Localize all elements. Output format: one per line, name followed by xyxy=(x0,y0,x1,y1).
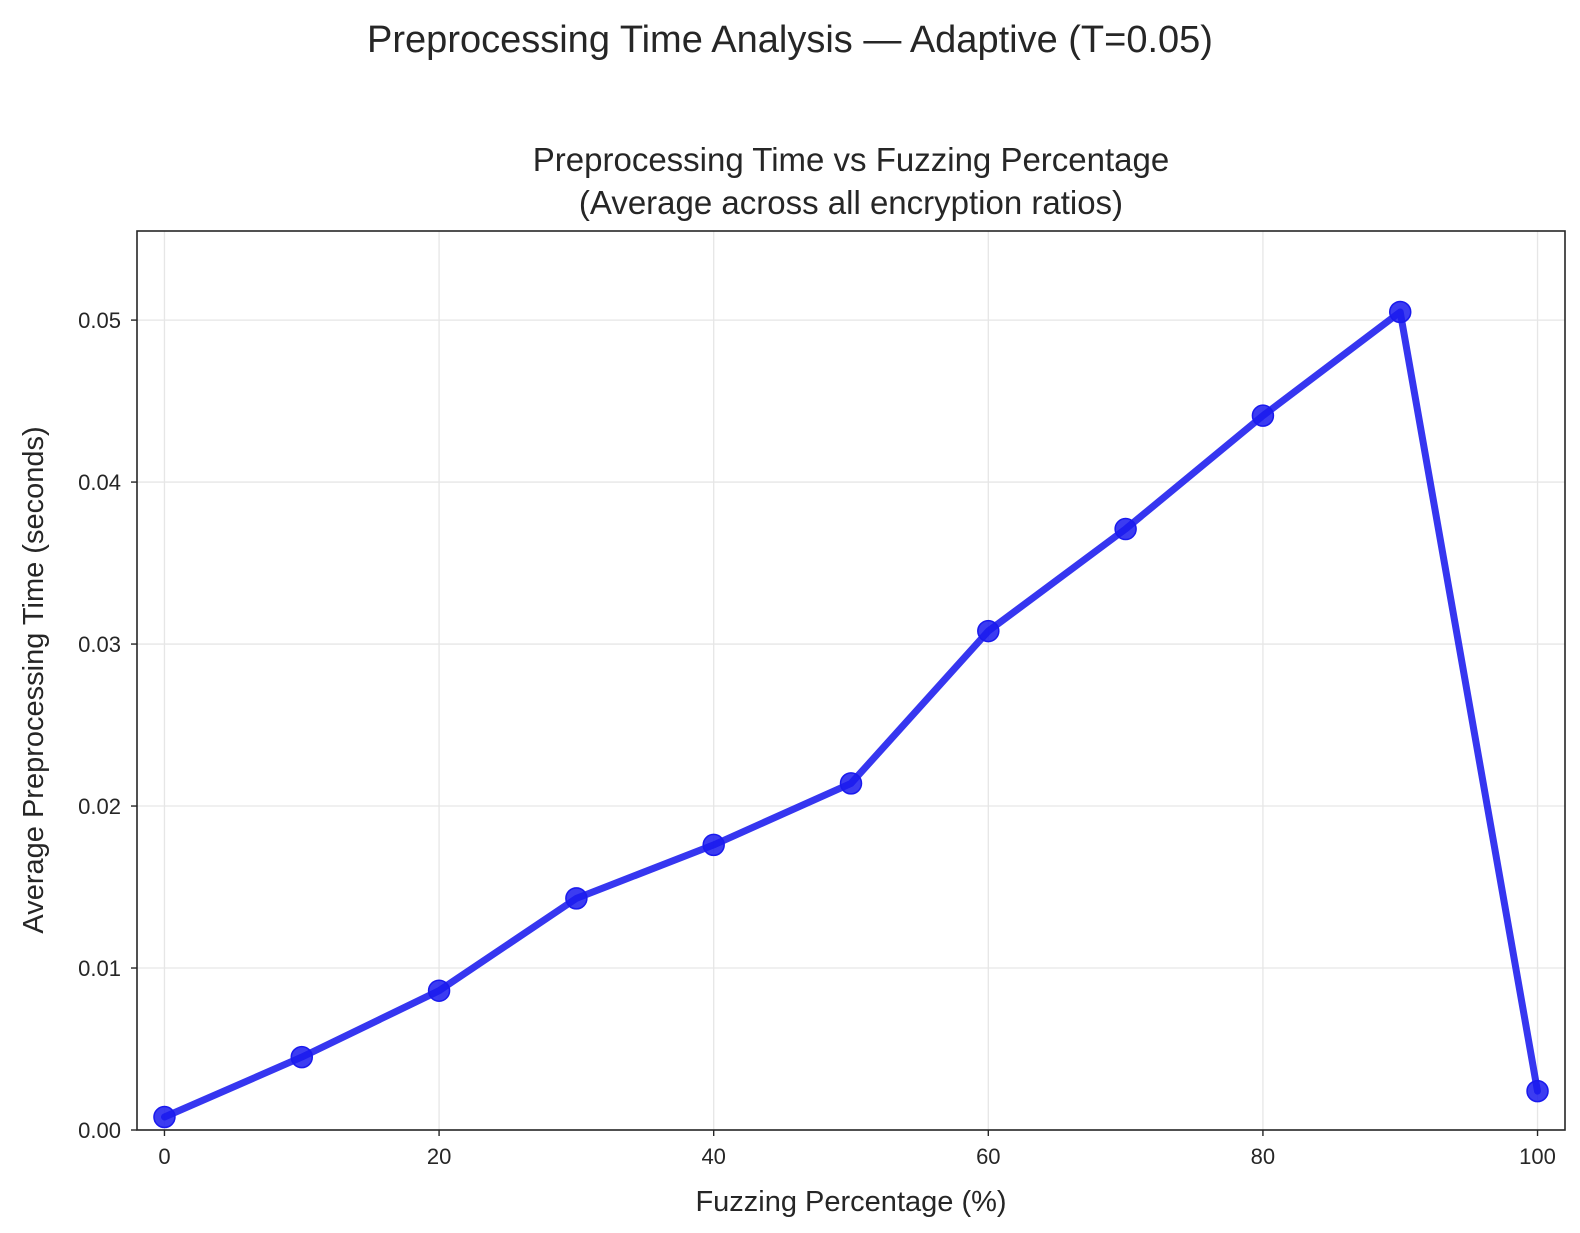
x-tick-label: 60 xyxy=(976,1144,1000,1169)
chart-suptitle: Preprocessing Time Analysis — Adaptive (… xyxy=(367,19,1213,61)
data-point xyxy=(977,619,1000,643)
data-point xyxy=(1388,300,1412,324)
data-point xyxy=(1251,404,1275,427)
data-point xyxy=(290,1045,314,1069)
x-tick-label: 80 xyxy=(1251,1144,1275,1169)
y-tick-label: 0.05 xyxy=(78,308,121,333)
x-tick-label: 0 xyxy=(158,1144,170,1169)
data-point xyxy=(153,1105,176,1129)
series-layer xyxy=(153,300,1549,1129)
x-axis-label: Fuzzing Percentage (%) xyxy=(695,1186,1006,1218)
y-axis-label: Average Preprocessing Time (seconds) xyxy=(18,426,50,933)
y-tick-label: 0.01 xyxy=(78,956,121,981)
y-tick-label: 0.04 xyxy=(78,470,121,495)
plot-frame xyxy=(136,230,1566,1131)
ticks: 0 20 40 60 80 100 0.00 0.01 0.02 0.03 0.04 0.05 xyxy=(78,308,1556,1169)
grid xyxy=(137,231,1565,1131)
y-tick-label: 0.00 xyxy=(78,1118,121,1143)
x-tick-label: 100 xyxy=(1519,1144,1556,1169)
data-point xyxy=(702,833,725,857)
data-point xyxy=(1114,517,1137,541)
data-point xyxy=(565,887,588,910)
x-tick-label: 40 xyxy=(701,1144,725,1169)
y-tick-label: 0.03 xyxy=(78,632,121,657)
chart-title-line-1: Preprocessing Time vs Fuzzing Percentage xyxy=(533,141,1169,178)
data-point xyxy=(427,979,451,1002)
series-line xyxy=(161,308,1541,1121)
chart-title-line-2: (Average across all encryption ratios) xyxy=(579,184,1123,221)
data-point xyxy=(839,772,863,795)
x-tick-label: 20 xyxy=(427,1144,451,1169)
y-tick-label: 0.02 xyxy=(78,794,121,819)
data-point xyxy=(1526,1079,1549,1103)
